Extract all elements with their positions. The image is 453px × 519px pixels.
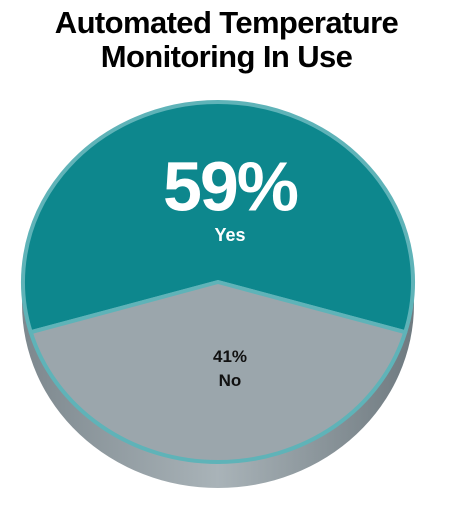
labels: 59%Yes 41% No bbox=[163, 147, 300, 390]
category-label: No bbox=[219, 371, 242, 390]
category-label: Yes bbox=[214, 225, 245, 245]
title-box: Automated Temperature Monitoring In Use bbox=[0, 6, 453, 74]
value-label: 41% bbox=[213, 347, 247, 366]
slice bbox=[28, 280, 408, 464]
value-label: 59% bbox=[163, 147, 298, 225]
slice bbox=[21, 100, 415, 335]
chart-title: Automated Temperature Monitoring In Use bbox=[54, 5, 399, 74]
slices bbox=[21, 100, 415, 464]
